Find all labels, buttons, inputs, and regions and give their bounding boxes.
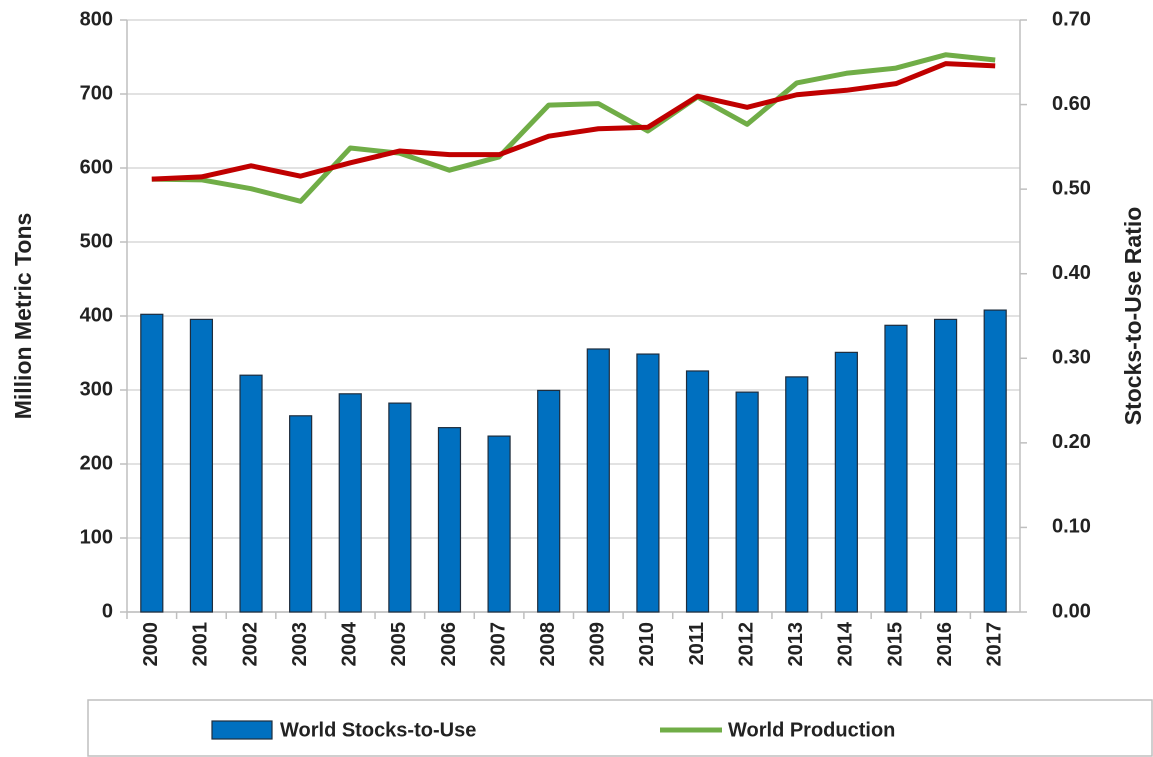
- bar: [239, 374, 263, 613]
- bar: [636, 353, 660, 613]
- legend-swatch: [211, 720, 273, 740]
- x-tick-label: 2013: [785, 622, 807, 667]
- x-tick-label: 2011: [686, 622, 708, 665]
- bar: [834, 351, 858, 613]
- y-tick-label: 400: [80, 304, 113, 326]
- y-tick-label: 200: [80, 452, 113, 474]
- y2-tick-label: 0.60: [1052, 93, 1091, 115]
- bar: [388, 402, 412, 613]
- bar: [933, 318, 958, 613]
- y2-tick-label: 0.20: [1052, 431, 1091, 453]
- x-tick-label: 2002: [239, 622, 261, 667]
- x-tick-label: 2005: [388, 622, 410, 667]
- legend-label: World Production: [728, 719, 895, 741]
- y-tick-label: 100: [80, 526, 113, 548]
- y2-tick-label: 0.30: [1052, 347, 1091, 369]
- y-tick-label: 700: [80, 82, 113, 104]
- x-tick-label: 2004: [339, 621, 361, 666]
- x-tick-label: 2007: [487, 622, 509, 667]
- y-axis-title: Million Metric Tons: [10, 213, 36, 420]
- y2-axis-title: Stocks-to-Use Ratio: [1120, 207, 1146, 426]
- bar: [487, 435, 511, 613]
- bar: [140, 313, 164, 613]
- x-tick-label: 2008: [537, 622, 559, 667]
- bar: [586, 348, 610, 613]
- y-tick-label: 500: [80, 230, 113, 252]
- legend-label: World Stocks-to-Use: [280, 719, 476, 741]
- x-tick-label: 2014: [835, 621, 857, 666]
- bar: [685, 370, 710, 613]
- x-tick-label: 2010: [636, 622, 658, 667]
- bar: [437, 427, 462, 613]
- x-tick-label: 2003: [289, 622, 311, 667]
- x-tick-label: 2009: [587, 622, 609, 667]
- line: [151, 61, 996, 182]
- x-tick-label: 2017: [983, 622, 1005, 667]
- line: [151, 52, 996, 204]
- y-tick-label: 600: [80, 156, 113, 178]
- y-tick-label: 300: [80, 378, 113, 400]
- bar: [785, 376, 809, 613]
- bar: [735, 391, 759, 613]
- y2-tick-label: 0.50: [1052, 177, 1091, 199]
- y2-tick-label: 0.40: [1052, 262, 1091, 284]
- x-tick-label: 2016: [934, 622, 956, 667]
- x-tick-label: 2015: [884, 622, 906, 667]
- y2-tick-label: 0.70: [1052, 8, 1091, 30]
- y-tick-label: 0: [102, 600, 113, 622]
- bar: [537, 389, 561, 613]
- legend-box: [87, 699, 1153, 757]
- bar: [289, 415, 313, 613]
- y-tick-label: 800: [80, 8, 113, 30]
- bar: [983, 309, 1007, 613]
- x-tick-label: 2001: [190, 622, 212, 667]
- x-tick-label: 2012: [735, 622, 757, 667]
- x-tick-label: 2006: [438, 622, 460, 667]
- y2-tick-label: 0.10: [1052, 516, 1091, 538]
- bar: [884, 324, 908, 613]
- y2-tick-label: 0.00: [1052, 600, 1091, 622]
- x-tick-label: 2000: [140, 622, 162, 667]
- bar: [189, 318, 214, 613]
- bar: [338, 393, 362, 613]
